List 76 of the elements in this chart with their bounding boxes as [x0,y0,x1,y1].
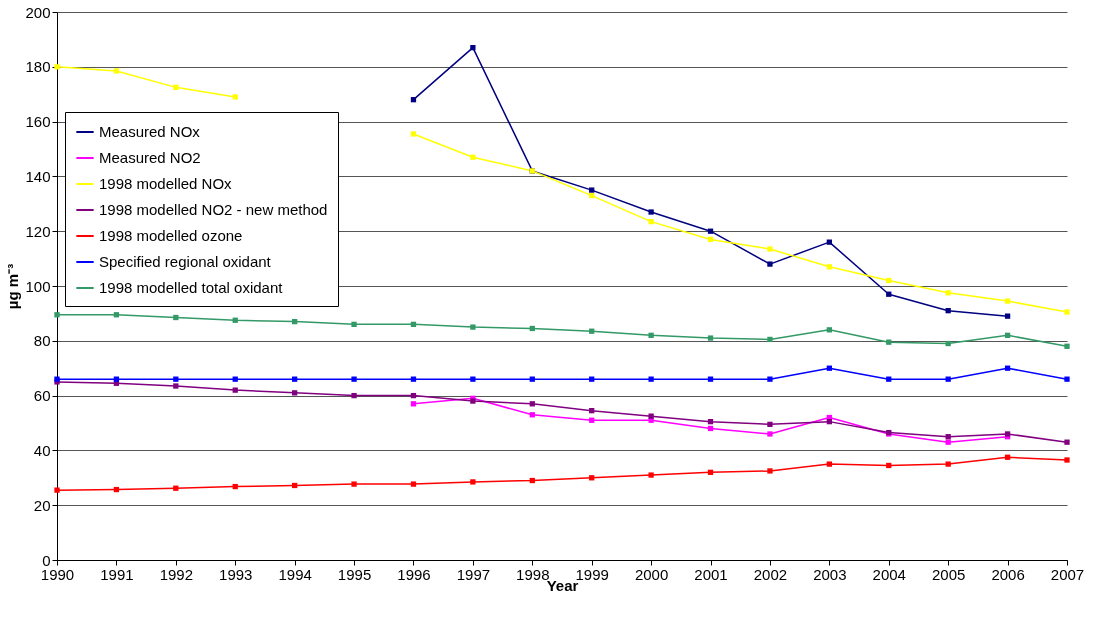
point [292,390,298,396]
point [767,431,773,437]
point [1064,439,1070,445]
y-tick-label: 180 [25,58,51,76]
point [351,376,357,382]
y-tick-label: 100 [25,277,51,295]
y-tick-label: 60 [33,387,51,405]
point [351,481,357,487]
point [648,376,654,382]
point [54,487,60,493]
point [826,461,832,467]
x-tick-label: 1991 [100,565,134,583]
point [470,376,476,382]
x-tick-label: 2007 [1050,565,1085,583]
point [1004,298,1011,304]
point [54,312,60,318]
legend-label: 1998 modelled total oxidant [99,279,284,296]
x-tick-label: 2003 [813,565,847,583]
point [470,324,476,330]
point [1064,309,1070,315]
y-axis-title: µg m⁻³ [4,263,22,310]
point [351,321,357,328]
point [351,392,357,399]
x-tick-label: 2004 [872,565,906,583]
y-tick-label: 120 [25,222,51,240]
point [410,131,417,137]
point [1064,343,1070,349]
y-tick-label: 40 [33,441,51,459]
point [410,481,417,487]
point [767,468,773,474]
x-tick-label: 2000 [634,565,669,583]
x-tick-label: 2006 [991,565,1025,583]
point [173,383,179,389]
x-tick-label: 1995 [337,565,372,583]
point [232,387,238,393]
point [589,187,595,193]
point [470,44,476,51]
y-tick-label: 20 [33,496,51,514]
y-tick-label: 140 [25,167,51,185]
point [707,335,714,341]
point [945,461,951,467]
x-tick-label: 1999 [575,565,609,583]
legend-label: Measured NOx [99,123,201,140]
point [767,246,773,252]
point [1064,376,1070,382]
point [470,479,476,485]
point [113,68,120,74]
x-tick-label: 1992 [159,565,194,583]
legend-label: Specified regional oxidant [99,253,272,270]
x-tick-label: 1993 [219,565,253,583]
x-tick-label: 1997 [456,565,491,583]
point [648,413,654,419]
point [1064,457,1070,463]
x-tick-label: 2005 [931,565,966,583]
x-tick-label: 2001 [694,565,728,583]
legend-label: 1998 modelled NO2 - new method [99,201,328,218]
point [648,332,654,338]
point [1004,313,1011,319]
point [767,421,773,428]
x-tick-label: 1994 [278,565,312,583]
point [648,472,654,478]
legend-label: 1998 modelled ozone [99,227,243,244]
point [767,336,773,343]
y-tick-label: 160 [25,113,51,131]
legend-label: 1998 modelled NOx [99,175,233,192]
x-tick-label: 2002 [753,565,788,583]
point [232,94,238,100]
point [648,218,654,225]
y-tick-label: 200 [25,3,51,21]
x-tick-label: 1996 [397,565,431,583]
point [767,376,773,382]
y-tick-label: 80 [33,332,51,350]
point [470,154,476,160]
legend-label: Measured NO2 [99,149,201,166]
point [767,261,773,267]
point [648,209,654,215]
